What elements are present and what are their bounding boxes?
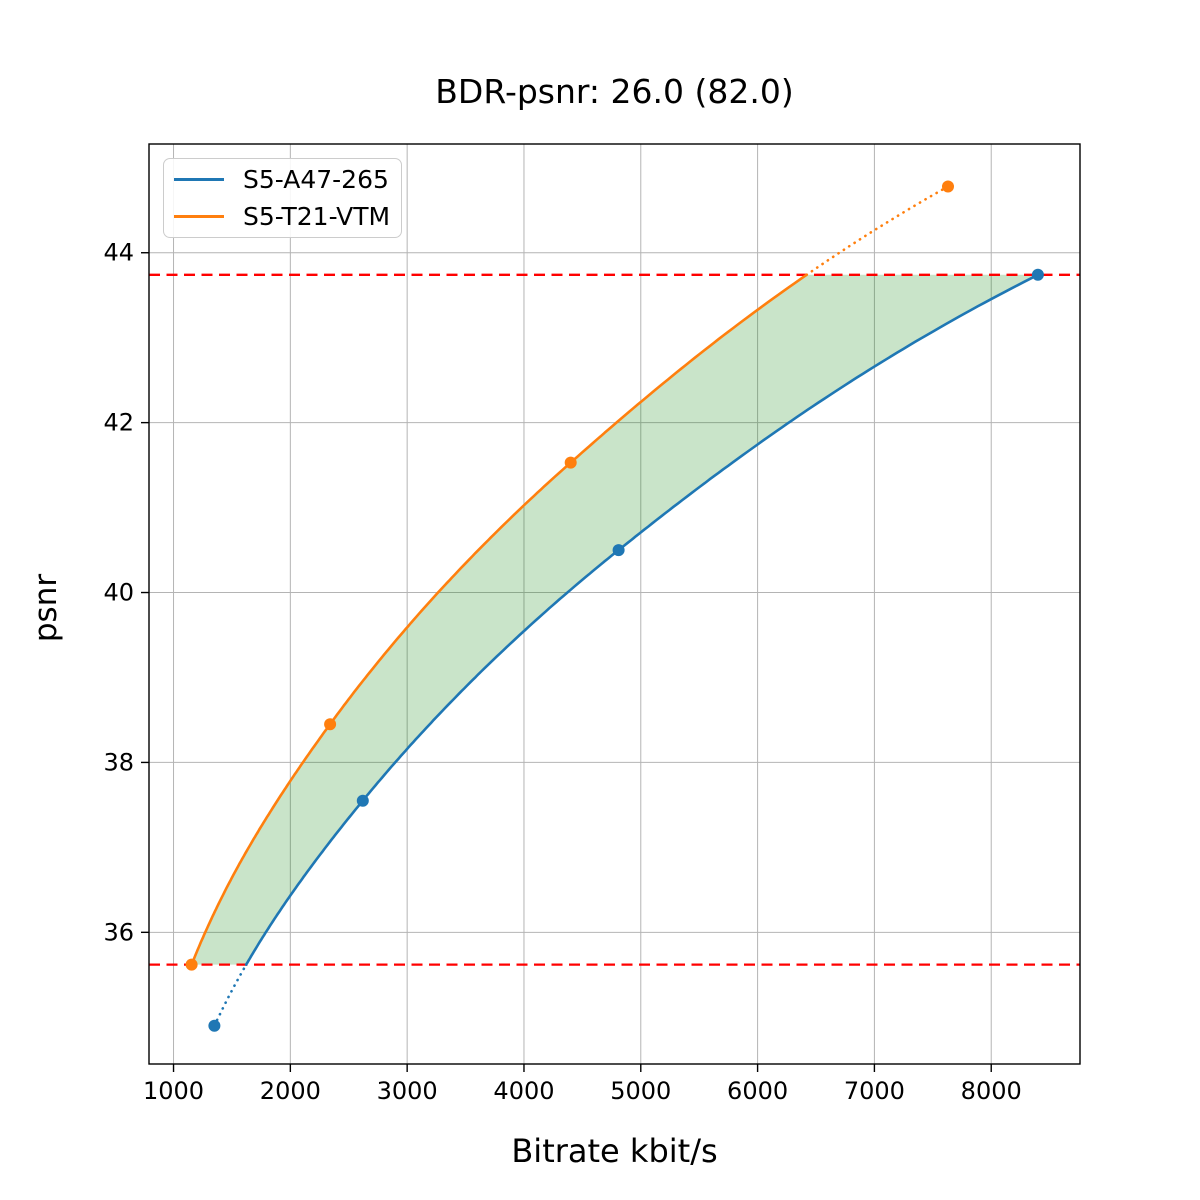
legend: S5-A47-265 S5-T21-VTM: [163, 158, 402, 238]
curve-S5-T21-VTM: [190, 273, 808, 966]
legend-line-swatch-blue: [174, 178, 224, 182]
x-tick-label: 7000: [844, 1077, 905, 1105]
curve-dotted-S5-T21-VTM: [805, 185, 950, 277]
x-tick-label: 8000: [961, 1077, 1022, 1105]
y-tick-label: 44: [103, 239, 134, 267]
data-point-S5-T21-VTM: [942, 180, 954, 193]
bd-shaded-region: [191, 274, 1038, 965]
data-point-S5-T21-VTM: [564, 456, 577, 469]
data-point-S5-T21-VTM: [185, 958, 198, 971]
data-point-S5-A47-265: [1031, 268, 1044, 281]
curve-dotted-S5-A47-265: [213, 963, 248, 1028]
y-tick-label: 38: [103, 748, 134, 776]
x-tick-label: 3000: [377, 1077, 438, 1105]
x-tick-label: 1000: [143, 1077, 204, 1105]
axes-frame: [148, 143, 1081, 1065]
curve-S5-A47-265: [244, 273, 1040, 966]
legend-line-swatch-orange: [174, 214, 224, 218]
y-tick-label: 40: [103, 579, 134, 607]
x-tick-label: 2000: [260, 1077, 321, 1105]
y-tick-label: 36: [103, 918, 134, 946]
x-tick-label: 6000: [727, 1077, 788, 1105]
data-point-S5-A47-265: [356, 794, 369, 807]
data-point-S5-A47-265: [208, 1019, 221, 1032]
legend-label: S5-A47-265: [243, 165, 389, 194]
y-axis-label: psnr: [28, 573, 64, 643]
legend-label: S5-T21-VTM: [243, 201, 391, 231]
legend-item-series-0: S5-A47-265: [174, 166, 389, 194]
x-tick-label: 4000: [493, 1077, 554, 1105]
x-tick-label: 5000: [610, 1077, 671, 1105]
x-axis-label: Bitrate kbit/s: [511, 1132, 718, 1170]
data-point-S5-A47-265: [612, 544, 625, 557]
data-point-S5-T21-VTM: [324, 718, 337, 731]
y-tick-label: 42: [103, 409, 134, 437]
chart-title: BDR-psnr: 26.0 (82.0): [435, 72, 794, 111]
legend-item-series-1: S5-T21-VTM: [174, 201, 391, 231]
